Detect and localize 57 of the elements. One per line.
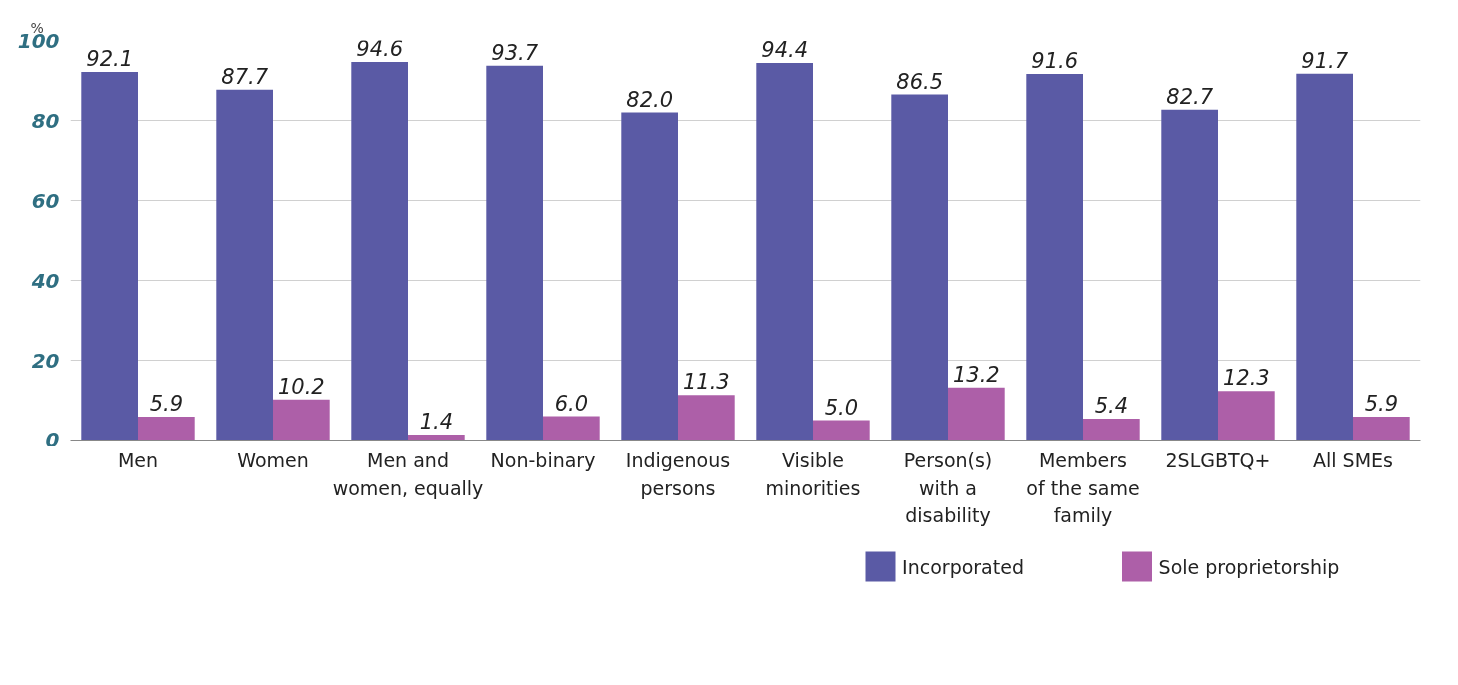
legend-label: Sole proprietorship xyxy=(1158,555,1340,578)
data-label: 82.0 xyxy=(626,87,674,112)
y-tick-label: 80 xyxy=(31,108,60,133)
y-tick-label: 0 xyxy=(45,427,60,452)
bar xyxy=(543,416,600,441)
bar xyxy=(621,112,678,441)
bar xyxy=(678,395,735,441)
data-label: 1.4 xyxy=(419,409,454,434)
bar xyxy=(81,72,138,441)
x-tick-label: 2SLGBTQ+ xyxy=(1165,449,1271,472)
bar xyxy=(1218,391,1275,441)
x-tick-label: Indigenous persons xyxy=(625,449,731,499)
data-label: 5.9 xyxy=(1364,391,1399,416)
bar xyxy=(948,387,1005,441)
legend-label: Incorporated xyxy=(902,555,1024,578)
x-tick-label: Non-binary xyxy=(490,449,596,472)
bar xyxy=(273,399,330,441)
bar xyxy=(1353,416,1410,441)
data-label: 91.7 xyxy=(1301,48,1349,73)
x-tick-label: Women xyxy=(237,449,309,472)
bar xyxy=(486,65,543,441)
bar xyxy=(1296,73,1353,441)
x-tick-label: Visible minorities xyxy=(765,449,861,499)
data-label: 5.9 xyxy=(149,391,184,416)
bar xyxy=(1161,109,1218,441)
bar xyxy=(1026,74,1083,441)
data-label: 10.2 xyxy=(277,374,325,399)
x-tick-label: Men and women, equally xyxy=(332,449,484,499)
bar xyxy=(351,62,408,441)
x-tick-label: All SMEs xyxy=(1313,449,1393,472)
data-label: 91.6 xyxy=(1031,49,1079,74)
data-label: 92.1 xyxy=(86,47,134,72)
x-tick-label: Person(s) with a disability xyxy=(903,449,993,527)
data-label: 6.0 xyxy=(554,391,589,416)
x-tick-label: Members of the same family xyxy=(1026,449,1140,527)
y-tick-label: 60 xyxy=(31,188,60,213)
data-label: 5.0 xyxy=(824,395,859,420)
y-tick-label: 20 xyxy=(31,348,60,373)
bar xyxy=(1083,418,1140,441)
y-tick-label: 40 xyxy=(30,268,60,293)
data-label: 82.7 xyxy=(1166,84,1214,109)
data-label: 87.7 xyxy=(221,64,269,89)
data-label: 12.3 xyxy=(1222,366,1270,391)
bar xyxy=(216,89,273,441)
data-label: 5.4 xyxy=(1094,393,1129,418)
x-tick-label: Men xyxy=(117,449,159,472)
data-label: 13.2 xyxy=(952,362,1000,387)
bar xyxy=(756,62,813,441)
data-label: 93.7 xyxy=(491,40,539,65)
data-label: 11.3 xyxy=(682,370,730,395)
bar xyxy=(408,434,465,441)
data-label: 94.6 xyxy=(356,37,404,62)
data-label: 94.4 xyxy=(761,37,809,62)
bar xyxy=(891,94,948,441)
data-label: 86.5 xyxy=(896,69,944,94)
bar xyxy=(138,416,195,441)
bar xyxy=(813,420,870,441)
